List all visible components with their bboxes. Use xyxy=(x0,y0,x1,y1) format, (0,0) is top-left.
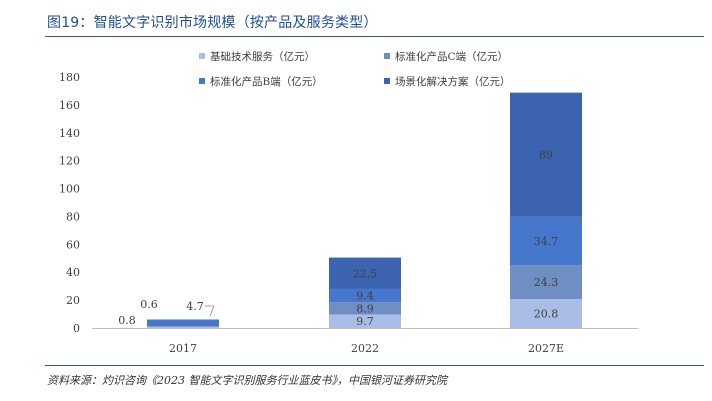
x-tick-label: 2017 xyxy=(169,342,197,355)
bar-segment xyxy=(147,326,219,328)
title-rule xyxy=(45,36,704,37)
data-label: 34.7 xyxy=(534,235,559,248)
y-axis: 0 20 40 60 80 100 120 140 160 180 xyxy=(59,71,80,335)
y-tick-label: 40 xyxy=(66,266,80,279)
bar-segment xyxy=(329,288,401,303)
data-label: 24.3 xyxy=(534,276,559,289)
bar-segment xyxy=(329,314,401,328)
y-tick-label: 100 xyxy=(59,183,80,196)
legend-label: 基础技术服务（亿元） xyxy=(210,50,315,63)
legend-swatch xyxy=(384,53,390,59)
data-label: 9.4 xyxy=(356,290,374,303)
leader-line xyxy=(205,305,215,317)
legend-label: 标准化产品C端（亿元） xyxy=(395,50,508,63)
y-tick-label: 160 xyxy=(59,99,80,112)
y-tick-label: 120 xyxy=(59,155,80,168)
legend-label: 标准化产品B端（亿元） xyxy=(210,75,323,88)
y-tick-label: 60 xyxy=(66,238,80,251)
data-label: 20.8 xyxy=(534,307,559,320)
figure-title: 图19：智能文字识别市场规模（按产品及服务类型） xyxy=(47,15,378,31)
data-label: 8.9 xyxy=(356,302,374,315)
y-tick-label: 80 xyxy=(66,210,80,223)
source-note: 资料来源：灼识咨询《2023 智能文字识别服务行业蓝皮书》，中国银河证券研究院 xyxy=(47,374,447,387)
legend-swatch xyxy=(384,78,390,84)
bar-segment xyxy=(510,265,582,299)
y-tick-label: 180 xyxy=(59,71,80,84)
y-tick-label: 20 xyxy=(66,294,80,307)
bar-stacks xyxy=(147,92,582,328)
data-label: 0.6 xyxy=(140,298,158,311)
legend-swatch xyxy=(199,53,205,59)
bar-segment xyxy=(510,92,582,217)
x-tick-label: 2022 xyxy=(351,342,379,355)
data-label: 0.8 xyxy=(118,314,136,327)
y-tick-label: 140 xyxy=(59,127,80,140)
data-label: 89 xyxy=(539,149,553,162)
bar-segment xyxy=(329,302,401,315)
data-label: 22.5 xyxy=(353,267,378,280)
legend: 基础技术服务（亿元） 标准化产品C端（亿元） 标准化产品B端（亿元） 场景化解决方案（… xyxy=(199,50,511,88)
legend-swatch xyxy=(199,78,205,84)
legend-label: 场景化解决方案（亿元） xyxy=(395,75,511,88)
bar-segment xyxy=(329,257,401,289)
x-tick-label: 2027E xyxy=(528,342,564,355)
bar-segment xyxy=(147,319,219,327)
bar-segment xyxy=(510,216,582,266)
source-rule xyxy=(45,365,704,366)
y-tick-label: 0 xyxy=(73,322,80,335)
data-label: 4.7 xyxy=(186,300,204,313)
x-axis: 2017 2022 2027E xyxy=(169,342,564,355)
bar-segment xyxy=(147,326,219,327)
data-labels: 0.8 0.6 4.7 9.78.99.4 22.5 20.8 24.3 34.7 89 xyxy=(118,149,558,329)
bar-segment xyxy=(510,298,582,328)
data-label: 9.7 xyxy=(356,315,374,328)
